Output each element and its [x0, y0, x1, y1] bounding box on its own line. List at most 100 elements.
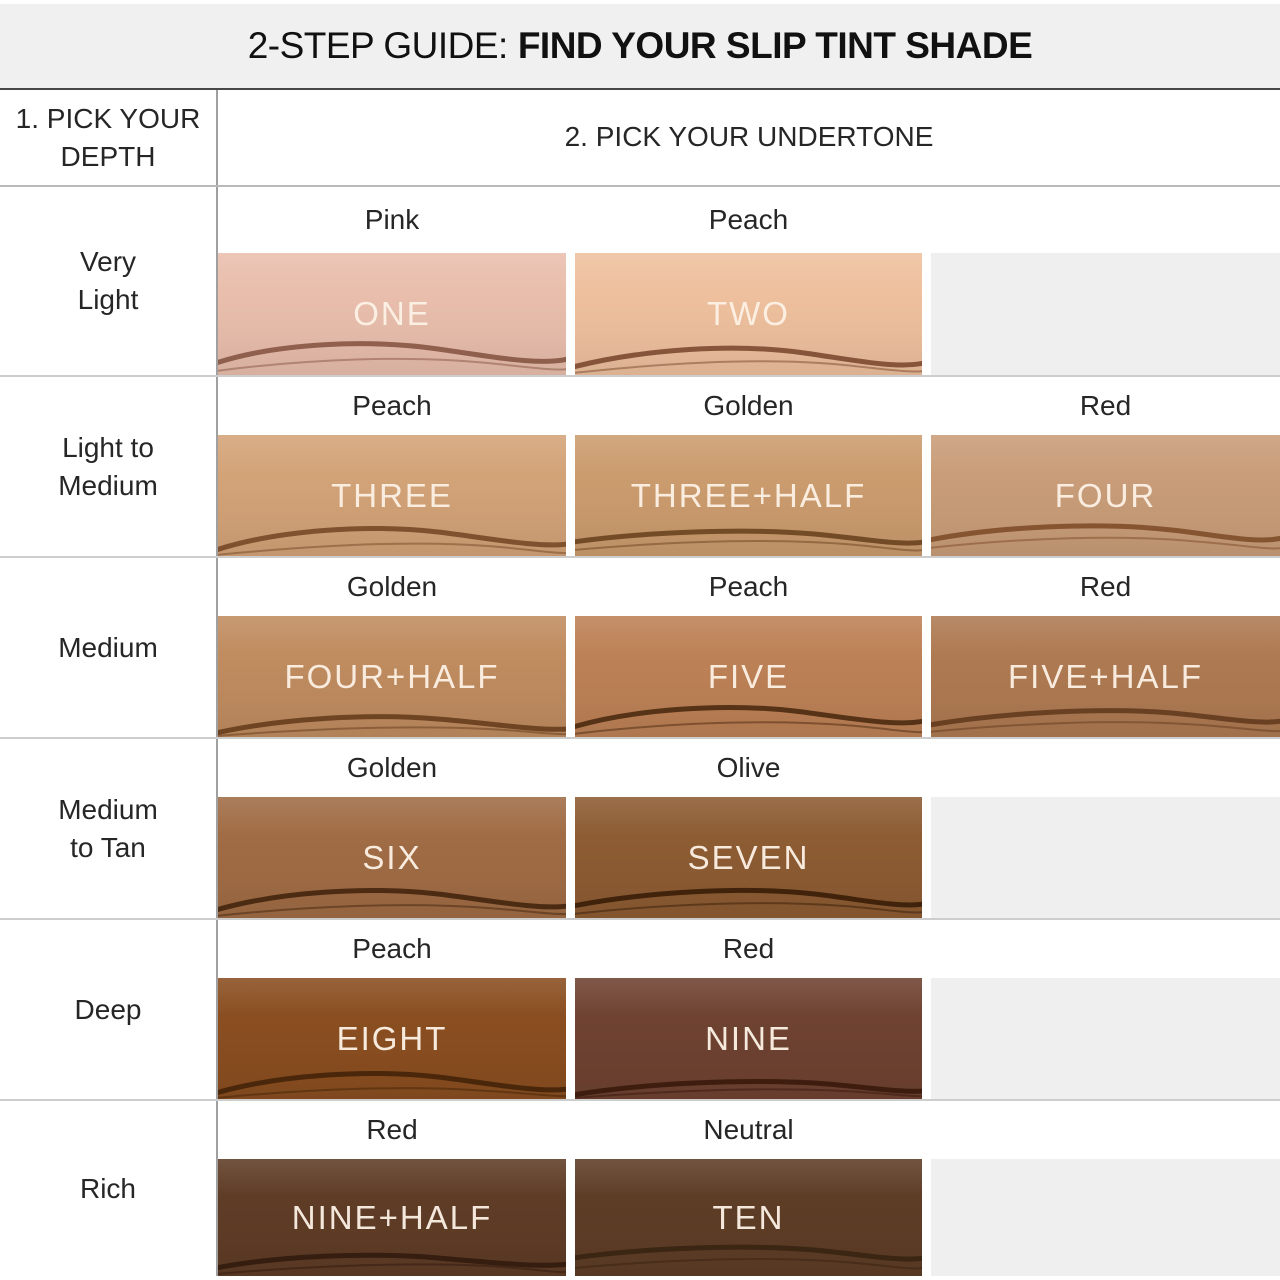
smear-texture-icon — [575, 1079, 922, 1099]
step1-header-cell: 1. PICK YOUR DEPTH — [0, 90, 218, 185]
shade-name: NINE — [705, 1019, 792, 1057]
depth-label-cell: Deep — [0, 920, 218, 1099]
empty-cell — [931, 187, 1280, 375]
depth-label-cell: Medium — [0, 558, 218, 737]
shade-swatch: FIVE — [575, 616, 922, 737]
shade-swatch: THREE+HALF — [575, 435, 922, 556]
shade-cell-five: Peach FIVE — [575, 558, 922, 737]
depth-label-cell: Medium to Tan — [0, 739, 218, 918]
smear-texture-icon — [218, 714, 566, 737]
shade-cell-nine-half: Red NINE+HALF — [218, 1101, 566, 1276]
shade-cell-seven: Olive SEVEN — [575, 739, 922, 918]
shade-swatch: SIX — [218, 797, 566, 918]
shade-cell-five-half: Red FIVE+HALF — [931, 558, 1280, 737]
step2-label: 2. PICK YOUR UNDERTONE — [564, 121, 934, 153]
smear-texture-icon — [218, 526, 566, 556]
shade-swatch: EIGHT — [218, 978, 566, 1099]
shade-cells: Golden FOUR+HALF Peach FIVE — [218, 558, 1280, 737]
undertone-label-empty — [931, 739, 1280, 797]
undertone-label: Red — [931, 377, 1280, 435]
depth-label: Very Light — [77, 246, 139, 315]
depth-row-rich: Rich Red NINE+HALF Neutral — [0, 1101, 1280, 1276]
smear-texture-icon — [218, 1252, 566, 1275]
empty-swatch — [931, 1159, 1280, 1276]
smear-texture-icon — [218, 1071, 566, 1099]
shade-swatch: THREE — [218, 435, 566, 556]
undertone-label: Peach — [575, 558, 922, 616]
shade-swatch: FOUR — [931, 435, 1280, 556]
shade-cells: Golden SIX Olive SEVEN — [218, 739, 1280, 918]
undertone-label-empty — [931, 1101, 1280, 1159]
depth-label: Light to Medium — [58, 431, 158, 501]
empty-cell — [931, 739, 1280, 918]
undertone-label: Neutral — [575, 1101, 922, 1159]
undertone-label: Olive — [575, 739, 922, 797]
smear-texture-icon — [575, 528, 922, 552]
shade-swatch: NINE+HALF — [218, 1159, 566, 1276]
shade-cell-six: Golden SIX — [218, 739, 566, 918]
shade-name: ONE — [353, 295, 431, 332]
bottom-margin — [0, 1276, 1280, 1280]
shade-cell-one: Pink ONE — [218, 187, 566, 375]
shade-name: TEN — [712, 1198, 785, 1236]
shade-name: TWO — [707, 295, 790, 332]
depth-label-cell: Light to Medium — [0, 377, 218, 556]
shade-cells: Peach THREE Golden THREE+HALF — [218, 377, 1280, 556]
depth-label-cell: Very Light — [0, 187, 218, 375]
empty-swatch — [931, 797, 1280, 918]
shade-cell-ten: Neutral TEN — [575, 1101, 922, 1276]
undertone-label: Red — [575, 920, 922, 978]
shade-cell-three: Peach THREE — [218, 377, 566, 556]
shade-cell-four-half: Golden FOUR+HALF — [218, 558, 566, 737]
smear-texture-icon — [218, 888, 566, 917]
step-header-row: 1. PICK YOUR DEPTH 2. PICK YOUR UNDERTON… — [0, 90, 1280, 187]
shade-name: FIVE+HALF — [1008, 657, 1203, 695]
empty-swatch — [931, 253, 1280, 375]
shade-cells: Red NINE+HALF Neutral TEN — [218, 1101, 1280, 1276]
shade-cell-two: Peach TWO — [575, 187, 922, 375]
shade-cells: Peach EIGHT Red NINE — [218, 920, 1280, 1099]
undertone-label: Red — [931, 558, 1280, 616]
shade-name: THREE+HALF — [630, 476, 867, 514]
depth-row-medium-to-tan: Medium to Tan Golden SIX Olive — [0, 739, 1280, 920]
empty-cell — [931, 1101, 1280, 1276]
smear-texture-icon — [575, 887, 922, 915]
empty-cell — [931, 920, 1280, 1099]
shade-swatch: ONE — [218, 253, 566, 375]
smear-texture-icon — [931, 523, 1280, 550]
shade-cell-four: Red FOUR — [931, 377, 1280, 556]
undertone-label-empty — [931, 187, 1280, 253]
step2-header-cell: 2. PICK YOUR UNDERTONE — [218, 90, 1280, 185]
shade-cell-eight: Peach EIGHT — [218, 920, 566, 1099]
depth-label: Medium — [58, 631, 158, 663]
undertone-label: Golden — [575, 377, 922, 435]
shade-name: SEVEN — [687, 838, 810, 876]
undertone-label: Golden — [218, 558, 566, 616]
depth-label-cell: Rich — [0, 1101, 218, 1276]
shade-cell-nine: Red NINE — [575, 920, 922, 1099]
depth-row-light-to-medium: Light to Medium Peach THREE Golden — [0, 377, 1280, 558]
shade-swatch: NINE — [575, 978, 922, 1099]
title-band: 2-STEP GUIDE: FIND YOUR SLIP TINT SHADE — [0, 4, 1280, 88]
smear-texture-icon — [218, 341, 566, 372]
smear-texture-icon — [931, 708, 1280, 733]
depth-row-medium: Medium Golden FOUR+HALF Peach — [0, 558, 1280, 739]
undertone-label: Peach — [218, 920, 566, 978]
shade-name: FOUR+HALF — [284, 657, 500, 695]
undertone-label: Pink — [218, 187, 566, 253]
undertone-label: Red — [218, 1101, 566, 1159]
undertone-label: Golden — [218, 739, 566, 797]
page-title: 2-STEP GUIDE: FIND YOUR SLIP TINT SHADE — [248, 25, 1033, 67]
smear-texture-icon — [575, 1244, 922, 1270]
shade-name: THREE — [331, 476, 453, 514]
depth-label: Medium to Tan — [58, 793, 158, 863]
step1-label: 1. PICK YOUR DEPTH — [15, 102, 201, 172]
smear-texture-icon — [575, 705, 922, 735]
shade-name: SIX — [362, 838, 422, 876]
shade-swatch: FIVE+HALF — [931, 616, 1280, 737]
empty-swatch — [931, 978, 1280, 1099]
shade-name: EIGHT — [336, 1019, 448, 1057]
shade-name: FOUR — [1054, 476, 1157, 514]
shade-swatch: FOUR+HALF — [218, 616, 566, 737]
